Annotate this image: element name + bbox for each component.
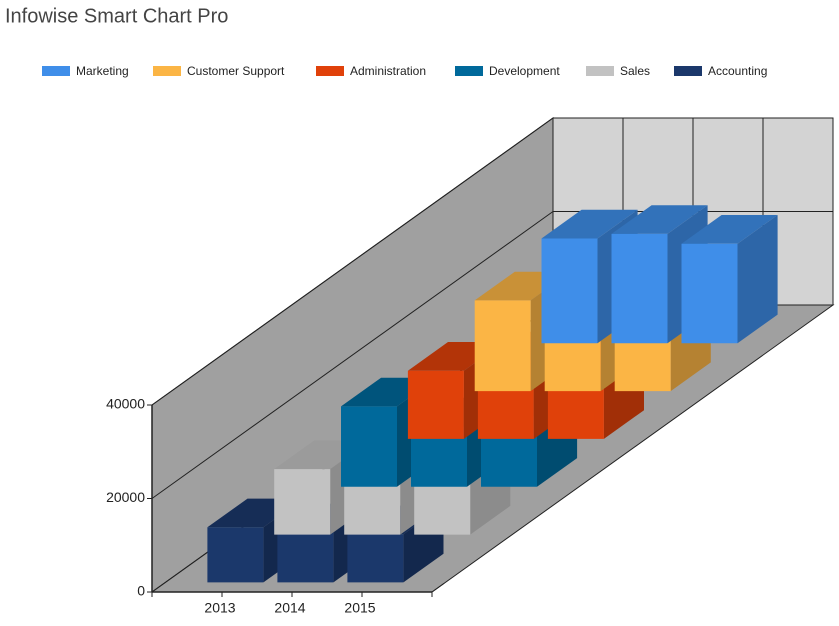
x-tick-label: 2013 — [204, 600, 235, 616]
legend-label: Marketing — [76, 64, 129, 78]
legend-swatch — [42, 66, 70, 76]
y-tick-label: 0 — [137, 583, 145, 599]
bar-front — [407, 370, 464, 439]
legend-label: Customer Support — [187, 64, 285, 78]
legend-label: Development — [489, 64, 560, 78]
bar-front — [277, 532, 334, 583]
legend-swatch — [455, 66, 483, 76]
bar-top — [541, 209, 638, 239]
x-axis-end — [431, 582, 445, 593]
bar-front — [411, 426, 467, 487]
bar-front — [207, 527, 264, 583]
grid-line — [151, 211, 554, 499]
bar-top — [681, 215, 778, 244]
bar-front — [474, 300, 531, 392]
y-tick-label: 40000 — [106, 396, 145, 412]
bar-front — [347, 534, 404, 583]
legend-swatch — [674, 66, 702, 76]
bar-front — [414, 471, 471, 535]
bar-side — [737, 215, 778, 344]
legend-label: Sales — [620, 64, 650, 78]
bar-front — [341, 406, 397, 487]
chart-title: Infowise Smart Chart Pro — [5, 5, 228, 27]
x-tick-label: 2014 — [274, 600, 305, 616]
bar — [681, 215, 778, 344]
bar-front — [681, 243, 738, 344]
y-tick-label: 20000 — [106, 489, 145, 505]
bar-front — [274, 469, 331, 535]
legend-swatch — [153, 66, 181, 76]
bar-top — [611, 205, 708, 234]
legend-swatch — [316, 66, 344, 76]
grid-line — [151, 117, 554, 406]
legend-swatch — [586, 66, 614, 76]
legend-label: Accounting — [708, 64, 767, 78]
bar-front — [611, 233, 668, 344]
bar-front — [541, 238, 598, 344]
x-tick-label: 2015 — [344, 600, 375, 616]
legend-label: Administration — [350, 64, 426, 78]
